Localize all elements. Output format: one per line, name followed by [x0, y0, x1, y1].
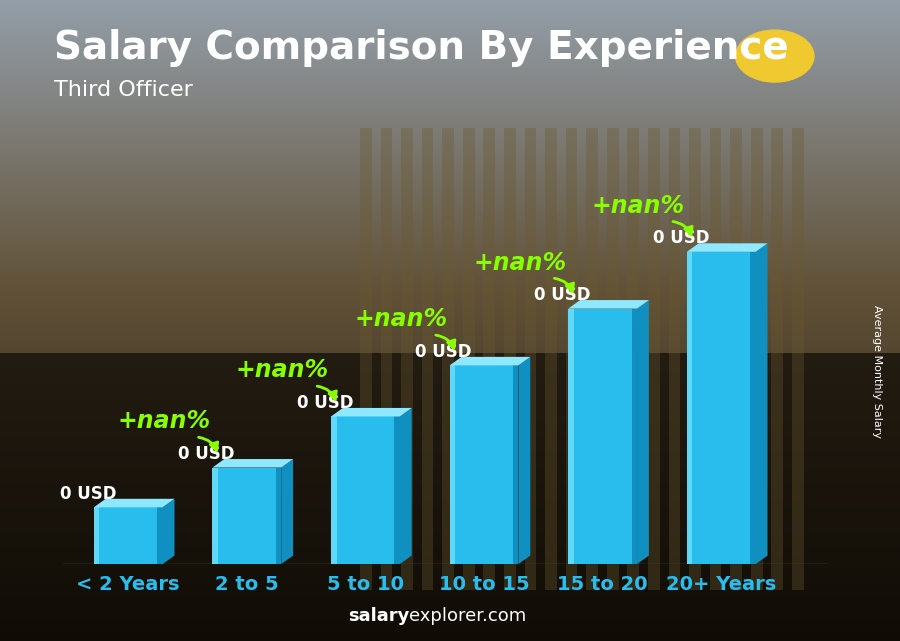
Text: 0 USD: 0 USD [652, 229, 709, 247]
Polygon shape [212, 459, 293, 467]
Bar [545, 128, 557, 590]
Text: +nan%: +nan% [355, 307, 447, 331]
Bar [751, 128, 762, 590]
Polygon shape [400, 408, 411, 564]
Bar [513, 365, 518, 564]
Bar [394, 417, 400, 564]
Bar [450, 365, 455, 564]
Text: 0 USD: 0 USD [416, 343, 472, 361]
Text: +nan%: +nan% [473, 251, 566, 274]
Bar [687, 252, 756, 564]
Bar [331, 417, 337, 564]
Text: Salary Comparison By Experience: Salary Comparison By Experience [54, 29, 788, 67]
Bar [450, 365, 518, 564]
Bar [275, 467, 281, 564]
Bar [648, 128, 660, 590]
Text: salary: salary [348, 607, 410, 625]
Bar [730, 128, 742, 590]
Text: explorer.com: explorer.com [410, 607, 526, 625]
Bar [463, 128, 474, 590]
Text: 0 USD: 0 USD [59, 485, 116, 503]
Polygon shape [637, 300, 649, 564]
Bar [687, 252, 692, 564]
Text: 0 USD: 0 USD [297, 394, 354, 412]
Polygon shape [687, 244, 768, 252]
Bar [94, 507, 163, 564]
Polygon shape [163, 499, 175, 564]
Polygon shape [450, 357, 530, 365]
Bar [525, 128, 536, 590]
Text: Third Officer: Third Officer [54, 80, 193, 100]
Circle shape [735, 30, 814, 82]
Polygon shape [756, 244, 768, 564]
Polygon shape [281, 459, 293, 564]
Bar [710, 128, 722, 590]
Text: 0 USD: 0 USD [178, 445, 235, 463]
Text: +nan%: +nan% [117, 410, 211, 433]
Text: Average Monthly Salary: Average Monthly Salary [872, 305, 883, 438]
Bar [607, 128, 618, 590]
Bar [669, 128, 680, 590]
Bar [360, 128, 372, 590]
Bar [442, 128, 454, 590]
Bar [422, 128, 434, 590]
Bar [401, 128, 413, 590]
Bar [158, 507, 163, 564]
Bar [483, 128, 495, 590]
Bar [381, 128, 392, 590]
Text: 0 USD: 0 USD [534, 286, 590, 304]
Bar [94, 507, 99, 564]
Polygon shape [94, 499, 175, 507]
Bar [212, 467, 281, 564]
Bar [568, 308, 574, 564]
Polygon shape [331, 408, 411, 417]
Text: +nan%: +nan% [236, 358, 329, 383]
Bar [212, 467, 218, 564]
Bar [792, 128, 804, 590]
Bar [750, 252, 756, 564]
Bar [689, 128, 701, 590]
Bar [632, 308, 637, 564]
Bar [566, 128, 578, 590]
Bar [586, 128, 598, 590]
Bar [771, 128, 783, 590]
Text: +nan%: +nan% [591, 194, 685, 218]
Polygon shape [568, 300, 649, 308]
Bar [627, 128, 639, 590]
Bar [331, 417, 400, 564]
Bar [568, 308, 637, 564]
Bar [504, 128, 516, 590]
Polygon shape [518, 357, 530, 564]
Bar [0, 353, 900, 641]
